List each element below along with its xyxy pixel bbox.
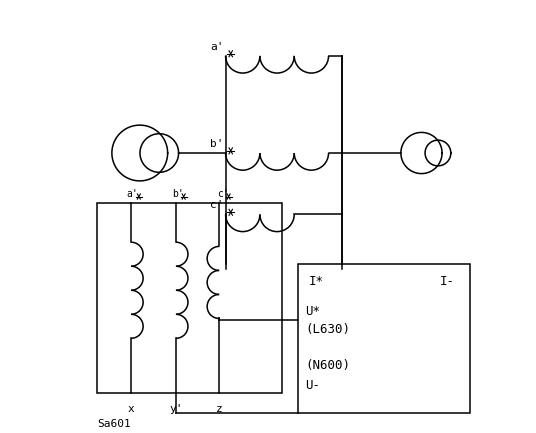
Text: I-: I- — [440, 275, 455, 288]
Text: y': y' — [169, 404, 183, 414]
Bar — [297, 264, 470, 413]
Text: a': a' — [210, 42, 224, 52]
Text: (N600): (N600) — [306, 359, 351, 372]
Text: U-: U- — [306, 379, 321, 392]
Text: x: x — [128, 404, 135, 414]
Text: b': b' — [210, 139, 224, 149]
Bar — [98, 203, 281, 393]
Text: c': c' — [217, 189, 229, 199]
Text: a': a' — [127, 189, 139, 199]
Text: I*: I* — [308, 275, 323, 288]
Text: Sa601: Sa601 — [98, 419, 131, 429]
Text: U*: U* — [306, 305, 321, 318]
Text: z: z — [216, 404, 222, 414]
Text: (L630): (L630) — [306, 323, 351, 336]
Text: c': c' — [210, 200, 224, 210]
Text: b': b' — [172, 189, 183, 199]
